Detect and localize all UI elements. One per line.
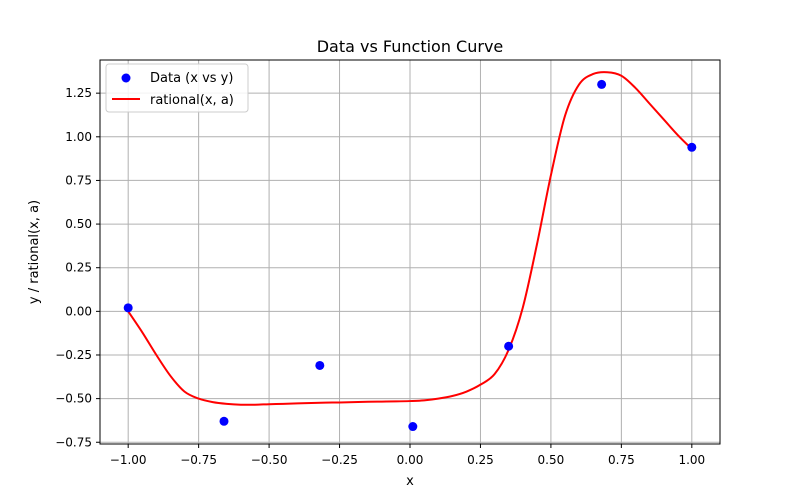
x-tick-label: 0.00 — [397, 453, 424, 467]
legend-label-data: Data (x vs y) — [150, 71, 233, 86]
y-tick-label: 1.00 — [65, 130, 92, 144]
data-point — [123, 303, 133, 313]
rational-curve — [127, 71, 693, 406]
data-point — [315, 360, 325, 370]
y-tick-label: 1.25 — [65, 86, 92, 100]
y-tick-label: −0.75 — [55, 435, 92, 449]
x-tick-label: 0.75 — [608, 453, 635, 467]
x-axis-label: x — [406, 474, 414, 489]
grid — [100, 60, 720, 444]
y-tick-label: −0.25 — [55, 348, 92, 362]
x-tick-label: −1.00 — [110, 453, 147, 467]
y-tick-label: 0.75 — [65, 173, 92, 187]
x-axis: −1.00 −0.75 −0.50 −0.25 0.00 0.25 0.50 0.75 1.00 — [110, 444, 705, 467]
x-tick-label: −0.50 — [251, 453, 288, 467]
x-tick-label: 0.50 — [538, 453, 565, 467]
x-tick-label: −0.75 — [180, 453, 217, 467]
y-tick-label: 0.25 — [65, 261, 92, 275]
data-point — [219, 416, 229, 426]
data-point — [687, 142, 697, 152]
y-tick-label: 0.00 — [65, 304, 92, 318]
x-tick-label: 1.00 — [678, 453, 705, 467]
chart-title: Data vs Function Curve — [317, 37, 504, 56]
legend: Data (x vs y) rational(x, a) — [105, 63, 249, 113]
plot-content — [123, 71, 697, 432]
data-point — [597, 79, 607, 89]
y-tick-label: 0.50 — [65, 217, 92, 231]
legend-label-rational: rational(x, a) — [150, 93, 234, 108]
x-tick-label: 0.25 — [467, 453, 494, 467]
y-axis-label: y / rational(x, a) — [27, 200, 42, 304]
y-tick-label: −0.50 — [55, 392, 92, 406]
data-point — [408, 422, 418, 432]
data-point — [504, 341, 514, 351]
legend-marker-data — [121, 73, 131, 83]
y-axis: −0.75 −0.50 −0.25 0.00 0.25 0.50 0.75 1.00 1.25 — [55, 86, 100, 449]
legend-box — [105, 63, 249, 113]
x-tick-label: −0.25 — [321, 453, 358, 467]
